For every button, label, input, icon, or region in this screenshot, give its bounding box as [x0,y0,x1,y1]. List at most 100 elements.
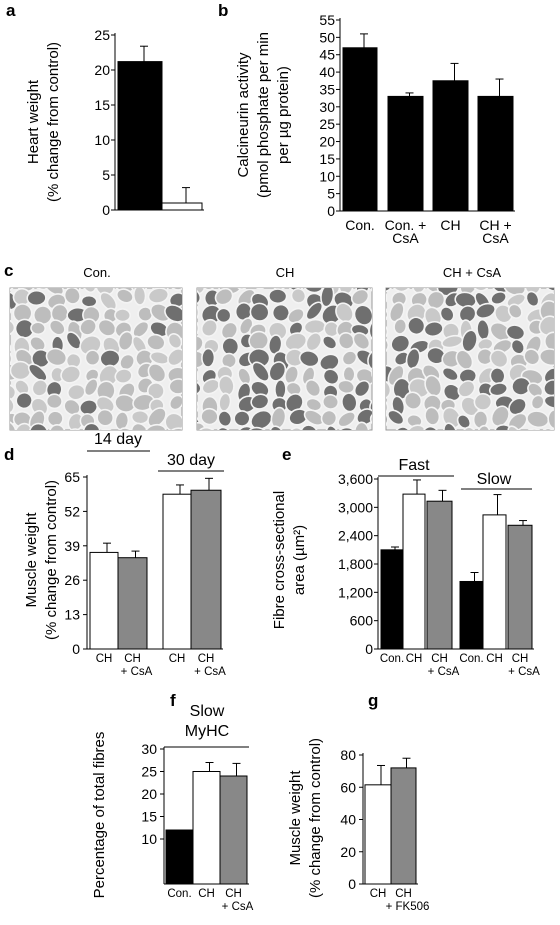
muscle-fibre [63,288,81,305]
muscle-fibre [299,424,320,430]
muscle-fibre [530,394,545,410]
muscle-fibre [147,407,167,428]
category-label-d-3: CH [198,653,215,665]
y-tick-label-d: 0 [72,641,80,657]
muscle-fibre [388,301,405,323]
muscle-fibre [441,366,459,382]
muscle-fibre [114,308,132,323]
muscle-fibre [473,392,493,411]
muscle-fibre [10,384,17,401]
y-tick-label-b: 15 [319,151,335,167]
chart-a-heart-weight: 0 5 10 15 20 25 Heart weight (% change from con… [25,27,204,218]
muscle-fibre [477,424,491,430]
muscle-fibre [147,288,170,304]
muscle-fibre [543,394,554,410]
panel-label-a: a [6,1,16,20]
muscle-fibre [523,428,543,430]
muscle-fibre [268,288,288,305]
bar-a-1 [161,202,203,211]
muscle-fibre [235,288,249,290]
muscle-fibre [439,306,455,323]
y-tick-label-b: 20 [319,134,335,150]
y-axis-label-g: (% change from control) [307,738,324,898]
group-label-e-0: Fast [398,457,430,474]
category-label-g-1: CH [395,888,412,900]
muscle-fibre [302,288,325,294]
group-label-d-1: 30 day [167,452,215,469]
group-label-f-0: Slow [190,703,225,720]
bar-g-1 [390,767,417,885]
micrograph-texture [197,288,387,442]
bar-f-0 [165,829,194,885]
muscle-fibre [386,288,388,307]
muscle-fibre [490,405,510,428]
muscle-fibre [386,398,389,416]
muscle-fibre [250,393,270,410]
category-label-e-1: CH [406,653,423,665]
muscle-fibre [167,333,182,350]
muscle-fibre [403,391,423,410]
category-label-d-2: CH [169,653,186,665]
micrograph-title-ch-csa: CH + CsA [443,265,501,280]
category-label-d-1: + CsA [121,666,153,678]
muscle-fibre [251,361,270,382]
muscle-fibre [442,383,462,402]
panel-label-e: e [282,445,291,464]
muscle-fibre [96,408,115,427]
bar-g-0 [364,784,392,885]
muscle-fibre [322,368,340,386]
muscle-fibre [421,425,440,430]
muscle-fibre [287,307,305,324]
y-tick-label-e: 0 [365,641,373,657]
muscle-fibre [48,319,66,336]
muscle-fibre [368,318,372,342]
muscle-fibre [168,292,182,308]
muscle-fibre [65,331,82,350]
muscle-fibre [132,288,147,306]
panel-label-b: b [218,1,228,20]
category-label-e-5: + CsA [508,666,540,678]
bar-e-5 [507,524,533,650]
muscle-fibre [407,316,426,336]
muscle-fibre [164,304,182,323]
chart-e-fibre-area: 0 600 1,200 1,800 2,400 3,000 3,600 Fibre cross… [271,457,540,678]
muscle-fibre [137,306,154,322]
muscle-fibre [372,425,387,442]
y-tick-label-f: 15 [141,809,157,825]
bar-f-1 [192,771,221,885]
bar-e-4 [482,514,507,650]
y-tick-label-b: 30 [319,99,335,115]
muscle-fibre [60,365,82,384]
y-tick-label-g: 0 [348,876,356,892]
y-tick-label-a: 15 [94,97,110,113]
muscle-fibre [14,422,32,430]
bar-b-2 [432,80,469,212]
y-tick-label-b: 10 [319,168,335,184]
muscle-fibre [274,378,287,400]
bar-b-1 [387,95,424,212]
y-tick-label-b: 5 [327,186,335,202]
category-label-b-0: Con. [345,217,375,233]
muscle-fibre [538,315,554,336]
muscle-fibre [353,379,371,398]
muscle-fibre [507,303,523,319]
muscle-fibre [147,363,167,383]
muscle-fibre [525,290,540,308]
muscle-fibre [10,348,13,368]
y-tick-label-a: 5 [102,167,110,183]
category-label-d-1: CH [124,653,141,665]
muscle-fibre [10,396,15,415]
muscle-fibre [527,382,544,398]
muscle-fibre [458,305,477,324]
muscle-fibre [79,318,97,336]
category-label-d-3: + CsA [194,666,226,678]
muscle-fibre [81,288,97,294]
panel-label-f: f [170,691,176,710]
muscle-fibre [168,288,182,291]
y-tick-label-f: 30 [141,741,157,757]
y-tick-label-e: 600 [350,613,374,629]
muscle-fibre [63,398,81,416]
muscle-fibre [336,426,358,430]
y-tick-label-b: 50 [319,29,335,45]
